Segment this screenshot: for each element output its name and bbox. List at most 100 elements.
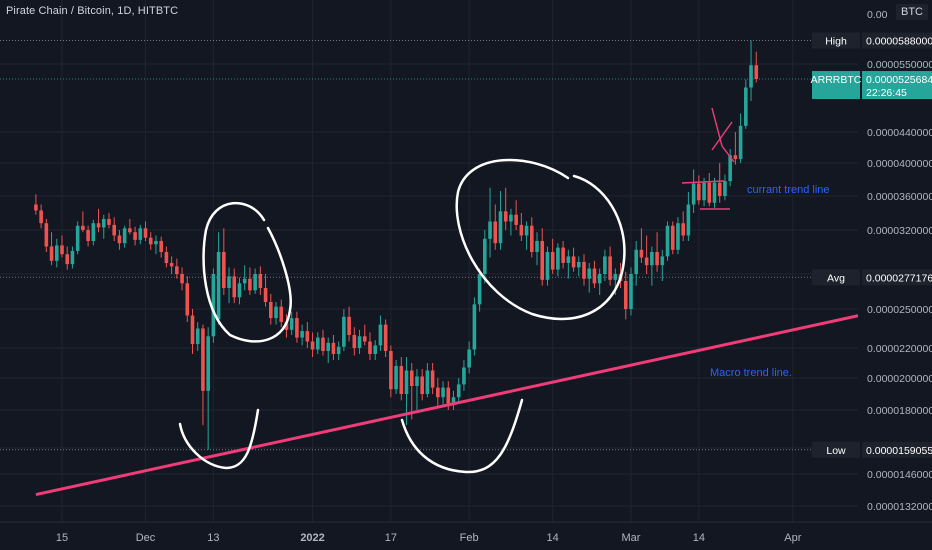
candle-body bbox=[691, 183, 696, 205]
candle-body bbox=[175, 266, 179, 274]
candle-body bbox=[592, 268, 597, 284]
time-tick-label: Dec bbox=[136, 532, 156, 544]
current-trend-lines[interactable] bbox=[681, 107, 735, 210]
circle-annotation-left[interactable] bbox=[202, 202, 292, 343]
candle-body bbox=[702, 182, 706, 201]
marker-name-high: High bbox=[825, 36, 847, 48]
candles bbox=[34, 40, 759, 450]
candle-body bbox=[65, 254, 70, 265]
candle-body bbox=[232, 276, 237, 298]
candle-body bbox=[571, 256, 576, 268]
marker-name-avg: Avg bbox=[827, 272, 845, 284]
candle-body bbox=[91, 223, 96, 241]
price-tick-label: 0.0000146000 bbox=[867, 469, 932, 481]
time-axis[interactable]: 15 Dec 13 2022 17 Feb 14 Mar 14 Apr bbox=[0, 521, 932, 550]
price-tick-label: 0.0000360000 bbox=[867, 191, 932, 203]
candle-body bbox=[498, 211, 503, 244]
price-tick-label: 0.0000132000 bbox=[867, 501, 932, 513]
candle-body bbox=[483, 238, 487, 274]
marker-name-bg-low bbox=[812, 441, 860, 458]
candle-body bbox=[514, 214, 518, 225]
candle-body bbox=[154, 241, 158, 245]
candle-body bbox=[723, 181, 727, 196]
candle-body bbox=[216, 252, 221, 320]
currency-badge[interactable]: BTC bbox=[896, 4, 928, 20]
candle-body bbox=[49, 246, 54, 261]
candle-body bbox=[524, 225, 529, 236]
candle-body bbox=[383, 324, 388, 351]
candle-body bbox=[462, 367, 466, 385]
candle-body bbox=[644, 257, 649, 266]
candle-body bbox=[295, 318, 299, 338]
candle-body bbox=[503, 211, 508, 222]
price-tick-label: 0.0000250000 bbox=[867, 304, 932, 316]
candle-body bbox=[409, 370, 414, 386]
candle-body bbox=[415, 376, 419, 386]
candle-body bbox=[81, 225, 85, 230]
candle-body bbox=[190, 315, 195, 345]
time-tick-label: 2022 bbox=[300, 532, 324, 544]
candle-body bbox=[373, 345, 377, 354]
time-tick-label: Mar bbox=[622, 532, 641, 544]
candle-body bbox=[336, 346, 341, 354]
candle-body bbox=[681, 223, 685, 236]
candle-body bbox=[686, 204, 691, 236]
candle-body bbox=[117, 235, 122, 244]
candle-body bbox=[352, 335, 357, 348]
grid-lines bbox=[0, 0, 858, 522]
time-tick-label: 14 bbox=[693, 532, 705, 544]
price-tick-label: 0.0000320000 bbox=[867, 225, 932, 237]
candle-body bbox=[535, 241, 539, 252]
candle-body bbox=[545, 252, 550, 280]
candle-body bbox=[289, 318, 294, 330]
time-tick-label: Apr bbox=[784, 532, 801, 544]
u-annotation-right[interactable] bbox=[400, 398, 524, 474]
candle-body bbox=[269, 302, 273, 319]
marker-name-low: Low bbox=[826, 445, 846, 457]
candle-body bbox=[425, 370, 430, 394]
candle-body bbox=[60, 245, 64, 255]
macro-trend-line[interactable] bbox=[35, 311, 872, 497]
candle-body bbox=[305, 331, 310, 342]
candle-body bbox=[44, 223, 49, 247]
candle-body bbox=[660, 256, 665, 266]
candle-body bbox=[258, 274, 263, 288]
candle-body bbox=[310, 341, 315, 350]
price-tick-label: 0.0000550000 bbox=[867, 59, 932, 71]
candle-body bbox=[86, 230, 90, 241]
candle-body bbox=[717, 182, 722, 196]
candle-body bbox=[321, 337, 325, 351]
candle-body bbox=[107, 218, 111, 225]
candle-body bbox=[253, 274, 257, 291]
candle-body bbox=[164, 252, 169, 263]
marker-value-high: 0.0000588000 bbox=[866, 36, 932, 48]
marker-name-current: ARRRBTC bbox=[811, 74, 862, 86]
candle-body bbox=[138, 228, 143, 240]
candle-body bbox=[477, 274, 482, 305]
candle-body bbox=[263, 288, 268, 302]
marker-name-bg-current bbox=[812, 71, 860, 100]
candle-body bbox=[576, 261, 581, 268]
price-tick-label: 0.0000220000 bbox=[867, 343, 932, 355]
candle-body bbox=[70, 250, 75, 265]
candle-body bbox=[211, 274, 216, 337]
candle-body bbox=[368, 341, 372, 354]
candle-body bbox=[629, 274, 633, 309]
candle-body bbox=[493, 221, 498, 244]
marker-name-bg-high bbox=[812, 32, 860, 49]
candle-body bbox=[634, 249, 638, 274]
candle-body bbox=[274, 306, 278, 319]
candle-body bbox=[101, 218, 106, 228]
candle-body bbox=[697, 183, 701, 201]
time-axis-bg bbox=[0, 522, 932, 550]
candle-body bbox=[582, 261, 586, 279]
time-tick-label: Feb bbox=[460, 532, 479, 544]
circle-annotation-middle[interactable] bbox=[455, 158, 626, 321]
marker-value-low: 0.0000159055 bbox=[866, 445, 932, 457]
candle-body bbox=[728, 155, 732, 182]
u-annotation-left[interactable] bbox=[178, 408, 260, 470]
candle-body bbox=[122, 228, 127, 244]
user-drawings bbox=[35, 107, 872, 497]
